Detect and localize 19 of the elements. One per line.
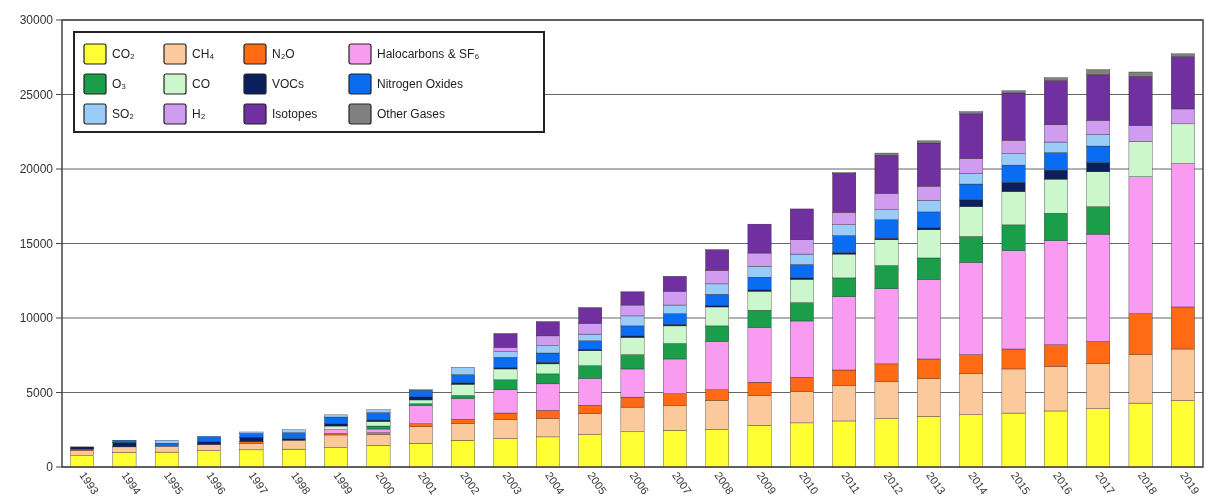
legend-label: SO₂ [112, 107, 135, 122]
legend-label: Halocarbons & SF₆ [377, 47, 480, 62]
legend-label: CO [192, 77, 210, 92]
y-tick-label: 30000 [19, 13, 54, 28]
legend-label: VOCs [272, 77, 305, 92]
y-tick-label: 5000 [26, 385, 54, 400]
y-tick-label: 15000 [19, 236, 54, 251]
y-tick-label: 20000 [19, 162, 54, 177]
legend-label: O₃ [112, 77, 127, 92]
legend-label: Other Gases [377, 107, 446, 122]
legend-label: N₂O [272, 47, 295, 62]
legend-label: Isotopes [272, 107, 318, 122]
y-tick-label: 0 [46, 460, 54, 475]
y-tick-label: 10000 [19, 311, 54, 326]
legend-label: CH₄ [192, 47, 215, 62]
legend-label: CO₂ [112, 47, 135, 62]
legend-label: H₂ [192, 107, 206, 122]
y-tick-label: 25000 [19, 87, 54, 102]
legend-label: Nitrogen Oxides [377, 77, 464, 92]
